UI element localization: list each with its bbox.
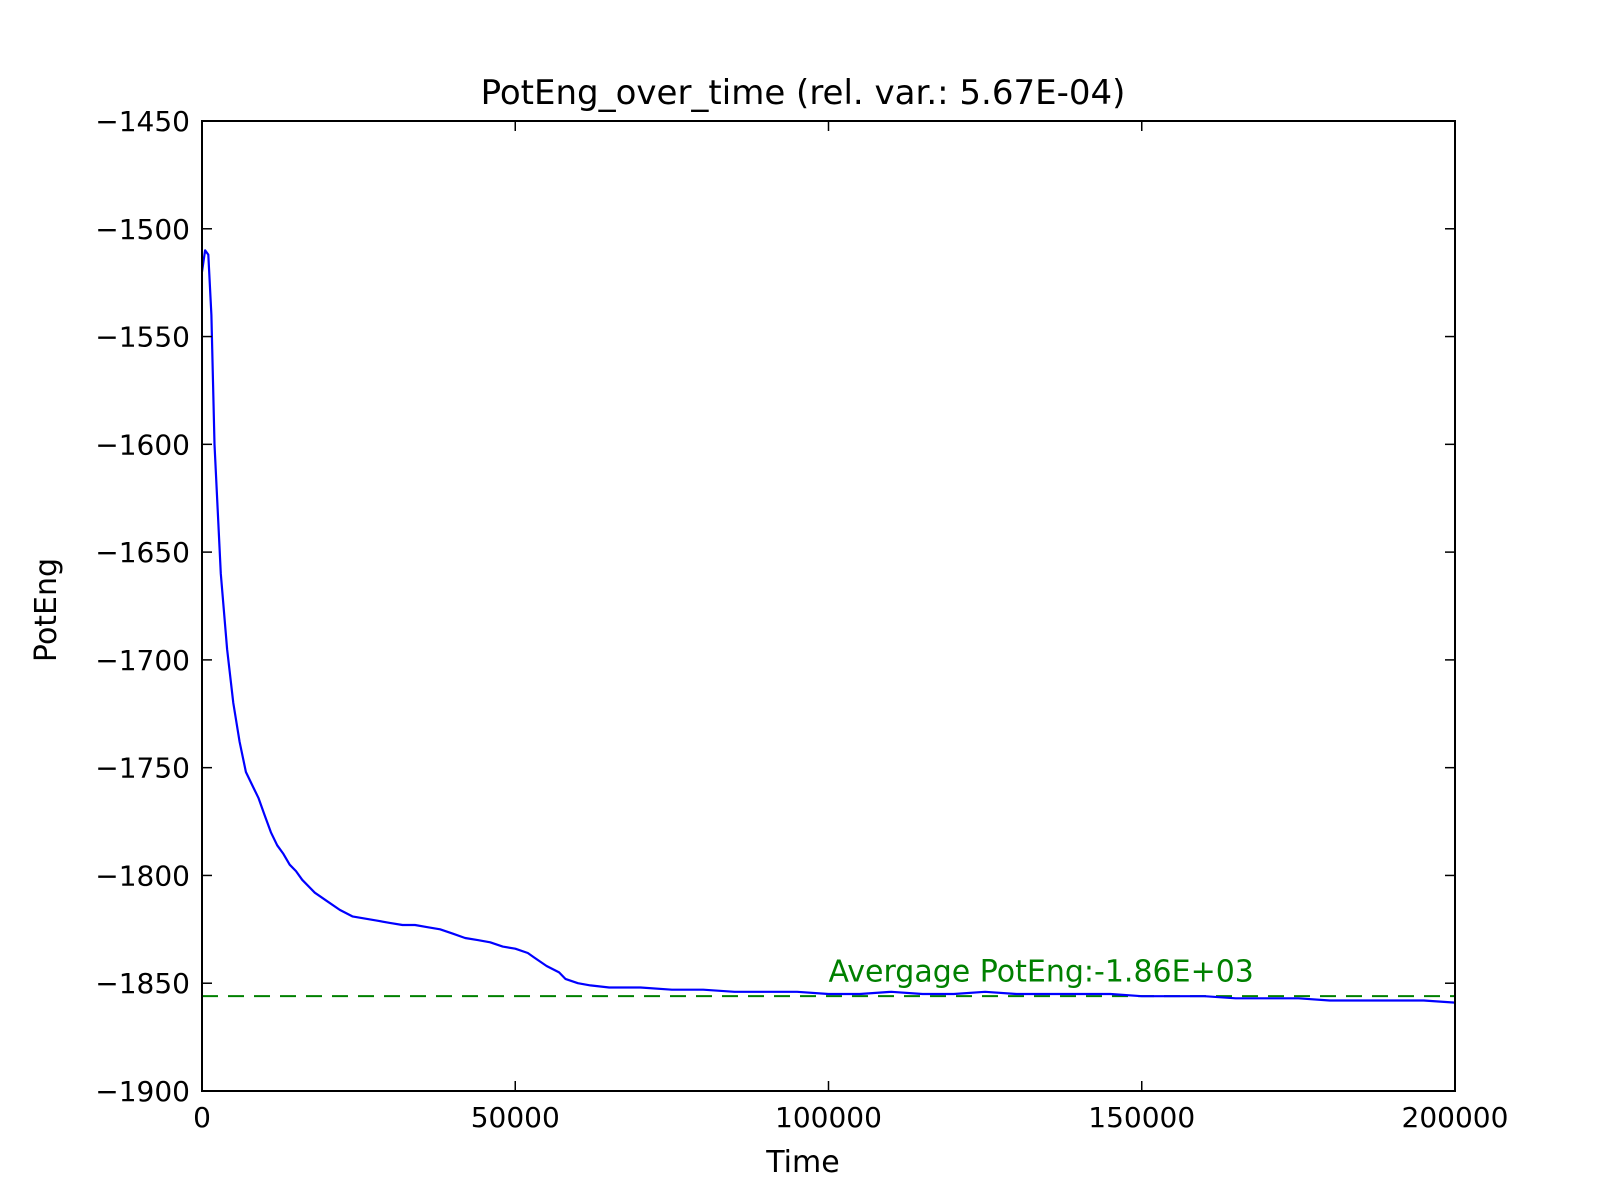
y-tick-label: −1500 (95, 213, 190, 246)
y-tick-label: −1850 (95, 967, 190, 1000)
x-tick-label: 200000 (1402, 1101, 1509, 1134)
y-tick-label: −1450 (95, 105, 190, 138)
average-annotation: Avergage PotEng:-1.86E+03 (829, 955, 1254, 990)
y-tick-label: −1700 (95, 644, 190, 677)
x-axis-label: Time (765, 1145, 839, 1180)
x-tick-label: 100000 (775, 1101, 882, 1134)
y-tick-label: −1650 (95, 536, 190, 569)
y-tick-label: −1600 (95, 428, 190, 461)
y-tick-label: −1800 (95, 859, 190, 892)
y-axis-label: PotEng (29, 558, 64, 662)
plot-frame (201, 120, 1456, 1092)
y-tick-label: −1550 (95, 321, 190, 354)
series-line-0 (202, 249, 1455, 1004)
x-tick-label: 150000 (1088, 1101, 1195, 1134)
y-tick-label: −1750 (95, 752, 190, 785)
chart-title: PotEng_over_time (rel. var.: 5.67E-04) (481, 73, 1126, 113)
plot-area: Avergage PotEng:-1.86E+03 0 50000 100000 150… (95, 105, 1508, 1134)
y-tick-label: −1900 (95, 1075, 190, 1108)
x-tick-label: 50000 (471, 1101, 560, 1134)
x-tick-label: 0 (193, 1101, 211, 1134)
